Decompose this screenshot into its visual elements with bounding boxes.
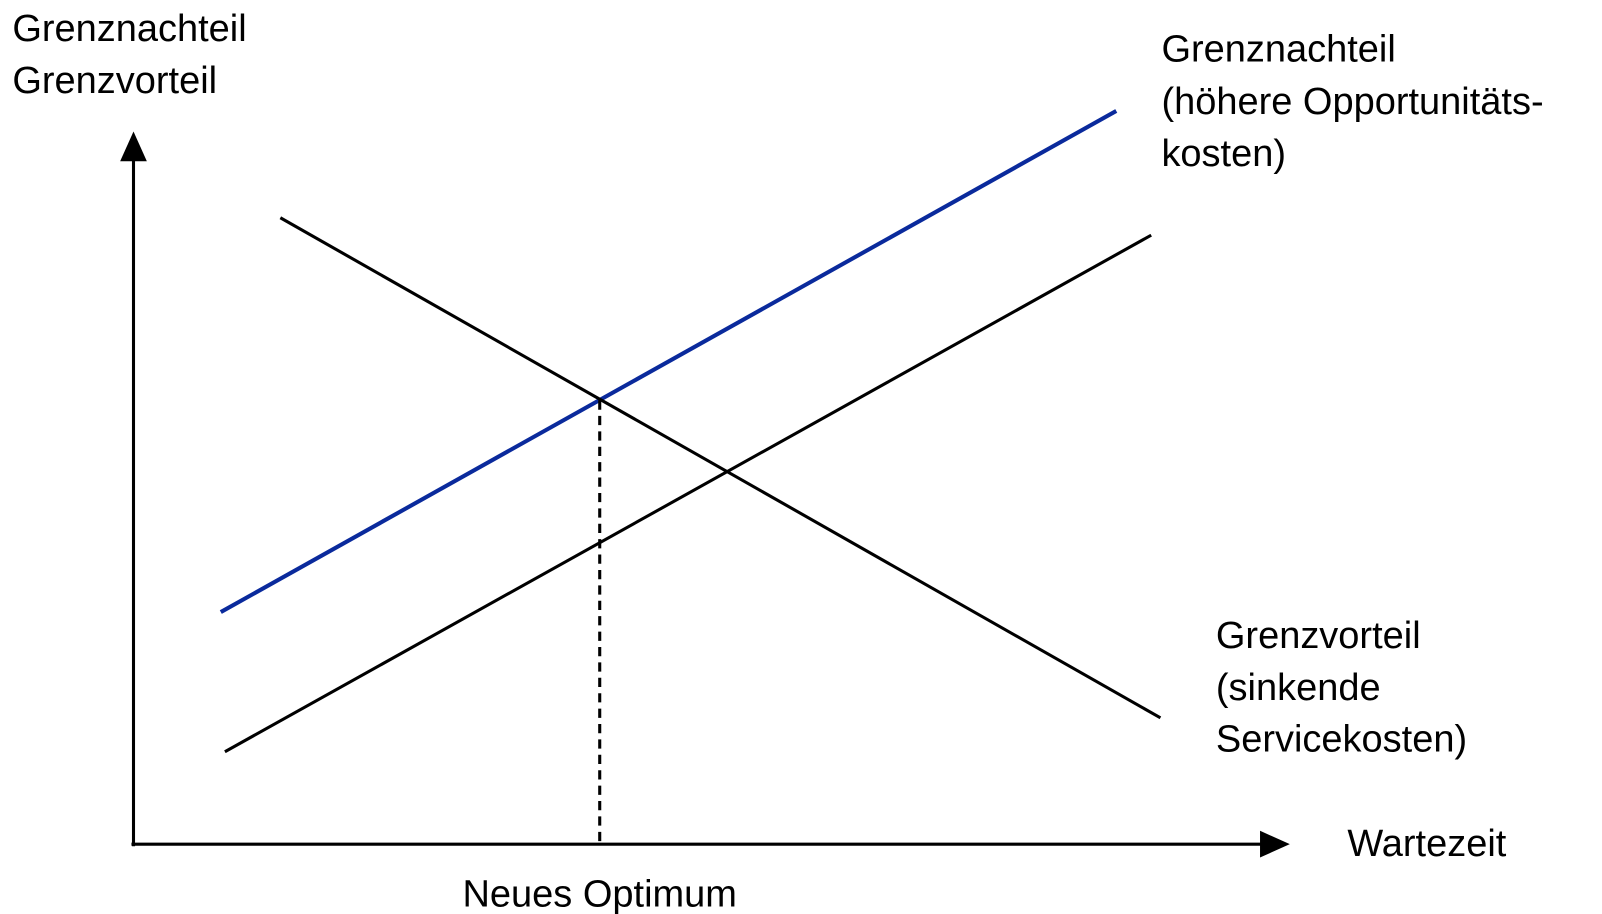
cost-line [224, 233, 1152, 754]
curve-label: (höhere Opportunitäts- [1161, 81, 1543, 123]
curve-label: Servicekosten) [1216, 718, 1467, 760]
x-axis-label: Wartezeit [1347, 823, 1506, 865]
curve-label: kosten) [1161, 133, 1286, 175]
y-axis-arrow [120, 131, 147, 162]
y-axis-label: Grenzvorteil [12, 60, 217, 102]
curve-label: (sinkende [1216, 667, 1381, 709]
shifted-cost-line [219, 109, 1118, 614]
curve-label: Grenzvorteil [1216, 615, 1421, 657]
curve-label: Grenznachteil [1161, 28, 1395, 70]
y-axis-label: Grenznachteil [12, 8, 246, 50]
benefit-line [279, 216, 1162, 720]
optimum-label: Neues Optimum [463, 874, 737, 914]
x-axis-arrow [1260, 830, 1290, 858]
